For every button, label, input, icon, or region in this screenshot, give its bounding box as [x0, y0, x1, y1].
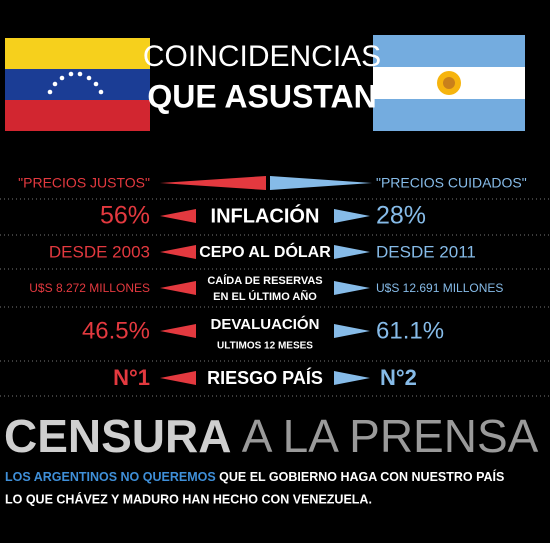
row-label: INFLACIÓN — [211, 203, 320, 227]
left-value: N°1 — [113, 365, 150, 390]
row-label: CEPO AL DÓLAR — [199, 242, 331, 261]
right-value: 28% — [376, 202, 426, 230]
right-value: N°2 — [380, 365, 417, 390]
left-value: 56% — [100, 202, 150, 230]
row-label: DEVALUACIÓN — [211, 315, 320, 333]
title-line: QUE ASUSTAN — [147, 78, 376, 114]
headline-part: CENSURA — [4, 410, 231, 462]
argentina-flag — [373, 35, 525, 131]
arrows — [160, 176, 372, 385]
venezuela-flag — [5, 38, 150, 131]
highlight: LOS ARGENTINOS NO QUEREMOS — [5, 470, 216, 484]
headline-part: A LA PRENSA — [242, 410, 539, 462]
left-value: U$S 8.272 MILLONES — [29, 281, 150, 295]
right-value: U$S 12.691 MILLONES — [376, 281, 503, 295]
right-value: DESDE 2011 — [376, 242, 476, 261]
right-value: "PRECIOS CUIDADOS" — [376, 175, 527, 191]
right-value: 61.1% — [376, 317, 444, 344]
left-value: "PRECIOS JUSTOS" — [18, 175, 150, 191]
row-label: ULTIMOS 12 MESES — [217, 341, 313, 352]
row-label: CAÍDA DE RESERVAS — [207, 274, 322, 287]
footer-text: LOS ARGENTINOS NO QUEREMOS QUE EL GOBIER… — [5, 469, 504, 484]
row-label: RIESGO PAÍS — [207, 367, 323, 388]
text-line: LO QUE CHÁVEZ Y MADURO HAN HECHO CON VEN… — [5, 491, 372, 506]
footer-headline: CENSURA A LA PRENSA — [4, 410, 539, 462]
text-line: QUE EL GOBIERNO HAGA CON NUESTRO PAÍS — [219, 469, 504, 484]
left-value: DESDE 2003 — [49, 242, 150, 261]
row-label: EN EL ÚLTIMO AÑO — [213, 290, 317, 303]
title-line: COINCIDENCIAS — [143, 40, 381, 73]
left-value: 46.5% — [82, 317, 150, 344]
